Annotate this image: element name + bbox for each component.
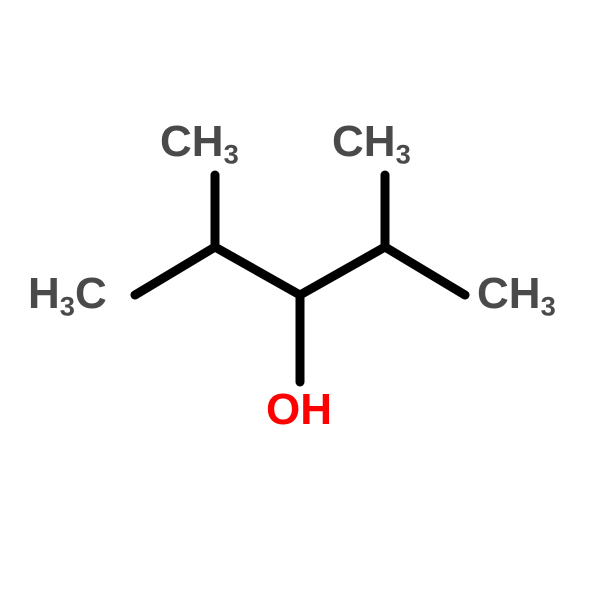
label-ch3-top-left: CH3 (160, 120, 239, 168)
structure-canvas: H3C CH3 CH3 CH3 OH (0, 0, 600, 600)
label-ch3-top-right: CH3 (332, 120, 411, 168)
label-ch3-right: CH3 (477, 272, 556, 320)
label-h3c-left: H3C (28, 272, 107, 320)
label-oh: OH (266, 388, 332, 432)
